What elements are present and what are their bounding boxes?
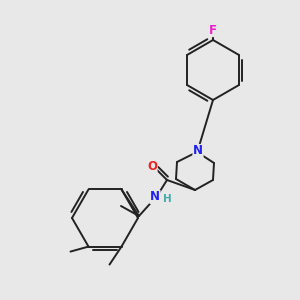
Text: N: N — [193, 145, 203, 158]
Text: N: N — [150, 190, 160, 203]
Text: H: H — [163, 194, 171, 204]
Text: O: O — [147, 160, 157, 172]
Text: F: F — [209, 23, 217, 37]
